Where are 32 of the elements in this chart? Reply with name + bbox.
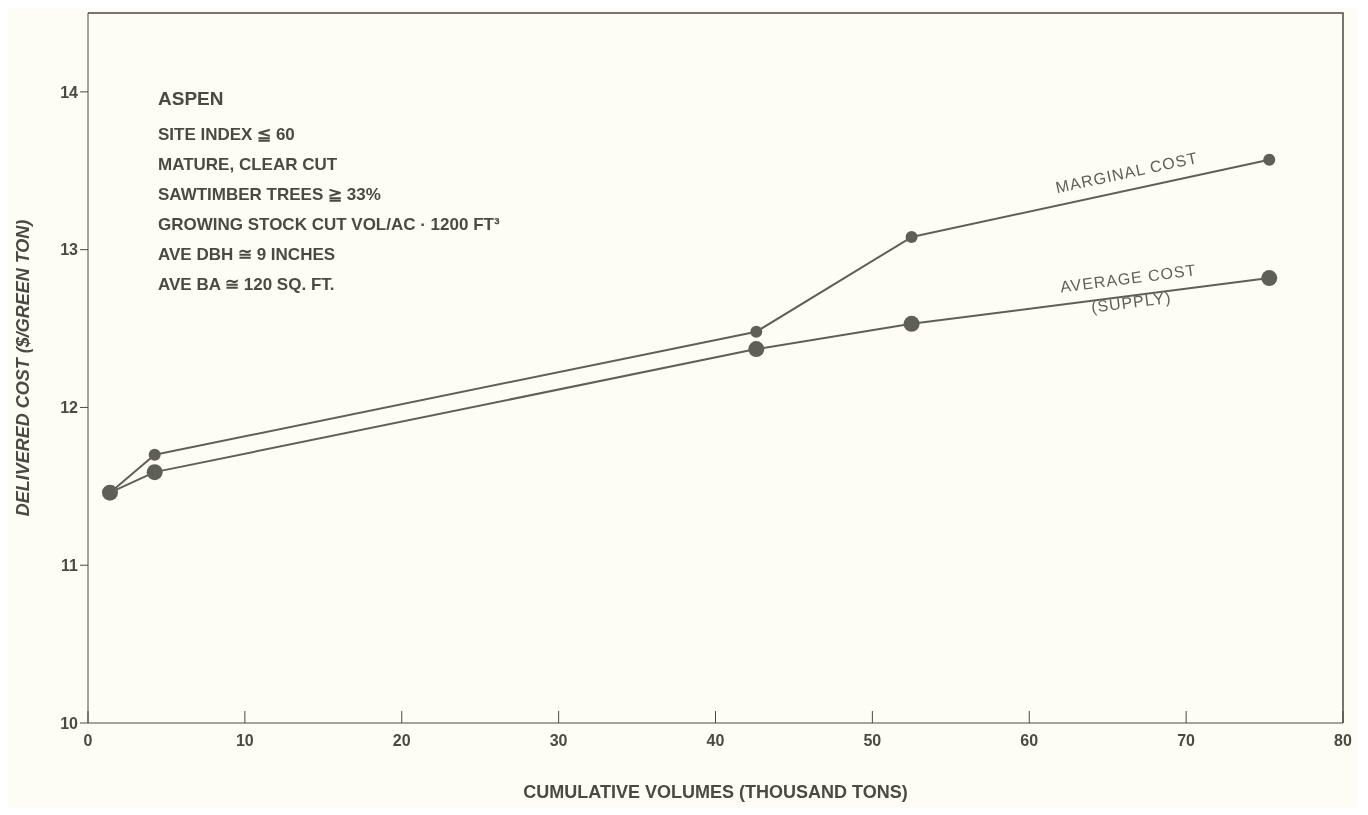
x-tick-label: 40	[706, 732, 725, 750]
y-tick-label: 10	[60, 714, 79, 732]
point	[1263, 153, 1276, 166]
y-tick-label: 12	[60, 399, 79, 417]
y-tick-label: 11	[61, 556, 79, 574]
x-tick-label: 30	[549, 732, 568, 750]
annotation: AVE DBH ≅ 9 INCHES	[158, 245, 336, 264]
y-axis-title: DELIVERED COST ($/GREEN TON)	[13, 219, 34, 517]
x-tick-label: 50	[863, 732, 882, 750]
y-tick-label: 14	[60, 83, 79, 101]
x-tick-label: 0	[83, 732, 93, 750]
annotation: SAWTIMBER TREES ≧ 33%	[158, 185, 381, 204]
annotation: SITE INDEX ≦ 60	[158, 125, 295, 144]
x-tick-label: 70	[1177, 732, 1196, 750]
y-tick-label: 13	[60, 241, 79, 259]
point	[750, 325, 763, 338]
x-axis-title: CUMULATIVE VOLUMES (THOUSAND TONS)	[523, 782, 908, 802]
point	[146, 464, 163, 481]
x-tick-label: 20	[392, 732, 411, 750]
point	[1261, 270, 1278, 287]
annotation: AVE BA ≅ 120 SQ. FT.	[158, 275, 335, 294]
annotation: MATURE, CLEAR CUT	[158, 155, 338, 174]
text: AVERAGE COST (SUPPLY)	[1059, 261, 1198, 316]
point	[903, 315, 920, 332]
point	[148, 448, 161, 461]
x-tick-label: 10	[235, 732, 254, 750]
x-tick-label: 80	[1334, 732, 1352, 750]
point	[748, 341, 765, 358]
point	[905, 231, 918, 244]
x-tick-label: 60	[1020, 732, 1039, 750]
annotation: ASPEN	[158, 88, 224, 109]
annotation: GROWING STOCK CUT VOL/AC · 1200 FT³	[158, 215, 500, 234]
